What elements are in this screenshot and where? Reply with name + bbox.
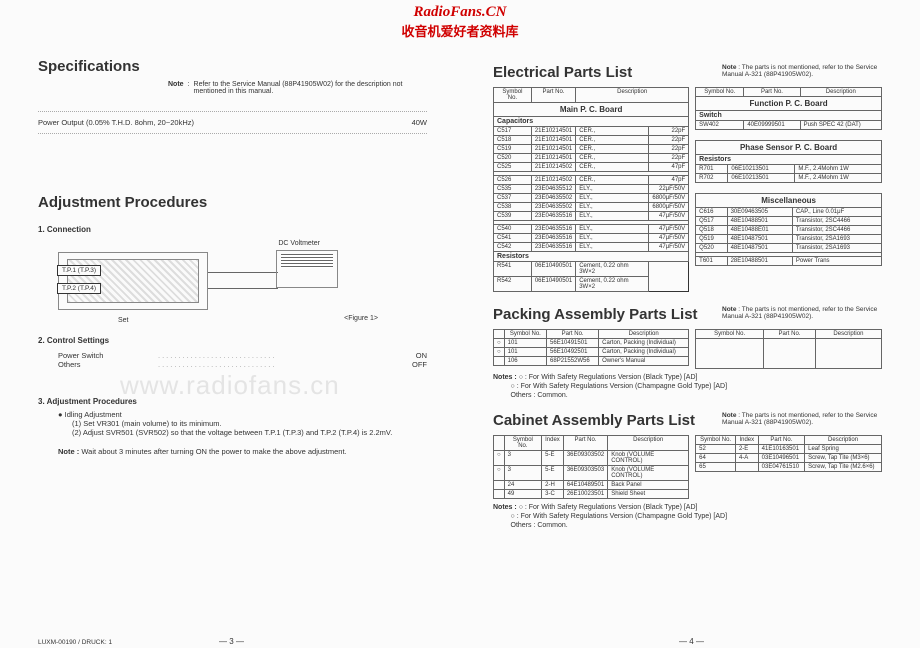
cabinet-table-left: Symbol No.IndexPart No.Description ○35-E… — [493, 435, 689, 499]
table-row: SW40240E09999501Push SPEC 42 (DAT) — [696, 121, 882, 130]
packing-table-right: Symbol No.Part No.Description — [695, 329, 882, 369]
table-row: Q51948E10487501Transistor, 2SA1693 — [696, 235, 882, 244]
table-row: C51921E10214501CER.,22pF — [494, 145, 689, 154]
table-row: T60128E10488501Power Trans — [696, 257, 882, 266]
cabinet-notes: Notes : ○ : For With Safety Regulations … — [493, 503, 882, 530]
adjustment-note: Note : Wait about 3 minutes after turnin… — [58, 447, 427, 456]
diagram-set-box: T.P.1 (T.P.3) T.P.2 (T.P.4) — [58, 252, 208, 310]
table-row: C51821E10214501CER.,22pF — [494, 136, 689, 145]
table-row: 522-E41E10163501Leaf Spring — [696, 445, 882, 454]
connection-diagram: DC Voltmeter T.P.1 (T.P.3) T.P.2 (T.P.4)… — [58, 244, 378, 322]
adjustment-title: Adjustment Procedures — [38, 194, 427, 211]
function-board-table: Symbol No.Part No.Description Function P… — [695, 87, 882, 130]
page-number-4: — 4 — — [679, 637, 704, 646]
table-row: R70206E10213501M.F., 2.4Mohm 1W — [696, 174, 882, 183]
table-row: C53523E04635512ELY.,22μF/50V — [494, 185, 689, 194]
table-row: Q51748E10488501Transistor, 2SC4466 — [696, 217, 882, 226]
adjustment-proc-heading: 3. Adjustment Procedures — [38, 397, 427, 406]
table-row: C52521E10214502CER.,47pF — [494, 163, 689, 172]
idling-adjustment: Idling Adjustment (1) Set VR301 (main vo… — [58, 410, 427, 437]
table-row: C54223E04635516ELY.,47μF/50V — [494, 243, 689, 252]
table-row: C52021E10214501CER.,22pF — [494, 154, 689, 163]
connection-heading: 1. Connection — [38, 225, 427, 234]
spec-note: Note : Refer to the Service Manual (88P4… — [168, 81, 427, 95]
table-row: 10668P21552W56Owner's Manual — [494, 357, 689, 366]
packing-title: Packing Assembly Parts List — [493, 306, 698, 323]
table-row: 644-A03E10496501Screw, Tap Tite (M3×6) — [696, 454, 882, 463]
page-number-3: — 3 — — [219, 637, 244, 646]
electrical-parts-title: Electrical Parts List — [493, 64, 632, 81]
packing-notes: Notes : ○ : For With Safety Regulations … — [493, 373, 882, 400]
packing-table-left: Symbol No.Part No.Description ○10156E104… — [493, 329, 689, 366]
footer-code: LUXM-00190 / DRUCK: 1 — [38, 639, 112, 646]
table-row: R70106E10213501M.F., 2.4Mohm 1W — [696, 165, 882, 174]
epl-note: Note : The parts is not mentioned, refer… — [722, 64, 882, 78]
table-row: C53823E04635502ELY.,6800μF/50V — [494, 203, 689, 212]
control-settings: Power Switch............................… — [58, 351, 427, 369]
watermark-line2: 收音机爱好者资料库 — [401, 21, 518, 40]
electrical-parts-tables: Symbol No.Part No.Description Main P. C.… — [493, 87, 882, 292]
page-3: Specifications Note : Refer to the Servi… — [0, 48, 463, 648]
table-row: ○35-E36E09303502Knob (VOLUME CONTROL) — [494, 451, 689, 466]
table-row: C54123E04635516ELY.,47μF/50V — [494, 234, 689, 243]
table-row: Q52048E10487501Transistor, 2SA1693 — [696, 244, 882, 253]
table-row: ○35-E36E09303503Knob (VOLUME CONTROL) — [494, 466, 689, 481]
table-row: 493-C26E10023501Shield Sheet — [494, 490, 689, 499]
table-row: C53923E04635516ELY.,47μF/50V — [494, 212, 689, 221]
page-4: Electrical Parts List Note : The parts i… — [463, 48, 920, 648]
cabinet-title: Cabinet Assembly Parts List — [493, 412, 695, 429]
power-output-row: Power Output (0.05% T.H.D. 8ohm, 20~20kH… — [38, 111, 427, 134]
table-row: ○10156E10491501Carton, Packing (Individu… — [494, 339, 689, 348]
specifications-title: Specifications — [38, 58, 427, 75]
table-row: R54106E10490501Cement, 0.22 ohm 3W×2 — [494, 262, 689, 277]
diagram-voltmeter — [276, 250, 338, 288]
table-row: C53723E04635502ELY.,6800μF/50V — [494, 194, 689, 203]
watermark-header: RadioFans.CN 收音机爱好者资料库 — [401, 4, 518, 40]
table-row: R54206E10490501Cement, 0.22 ohm 3W×2 — [494, 277, 689, 292]
table-row: C51721E10214501CER.,22pF — [494, 127, 689, 136]
control-settings-heading: 2. Control Settings — [38, 336, 427, 345]
misc-table: Miscellaneous C61630E09463505CAP., Line … — [695, 193, 882, 266]
phase-board-table: Phase Sensor P. C. Board Resistors R7010… — [695, 140, 882, 183]
table-row: Q51848E10488E01Transistor, 2SC4466 — [696, 226, 882, 235]
table-row: C61630E09463505CAP., Line 0.01μF — [696, 208, 882, 217]
watermark-line1: RadioFans.CN — [401, 4, 518, 21]
table-row: 242-H64E10489501Back Panel — [494, 481, 689, 490]
main-board-table: Symbol No.Part No.Description Main P. C.… — [493, 87, 689, 292]
cabinet-table-right: Symbol No.IndexPart No.Description 522-E… — [695, 435, 882, 472]
table-row: ○10156E10492501Carton, Packing (Individu… — [494, 348, 689, 357]
table-row: C54023E04635516ELY.,47μF/50V — [494, 225, 689, 234]
table-row: 6503E04761510Screw, Tap Tite (M2.6×6) — [696, 463, 882, 472]
table-row: C52621E10214502CER.,47pF — [494, 176, 689, 185]
